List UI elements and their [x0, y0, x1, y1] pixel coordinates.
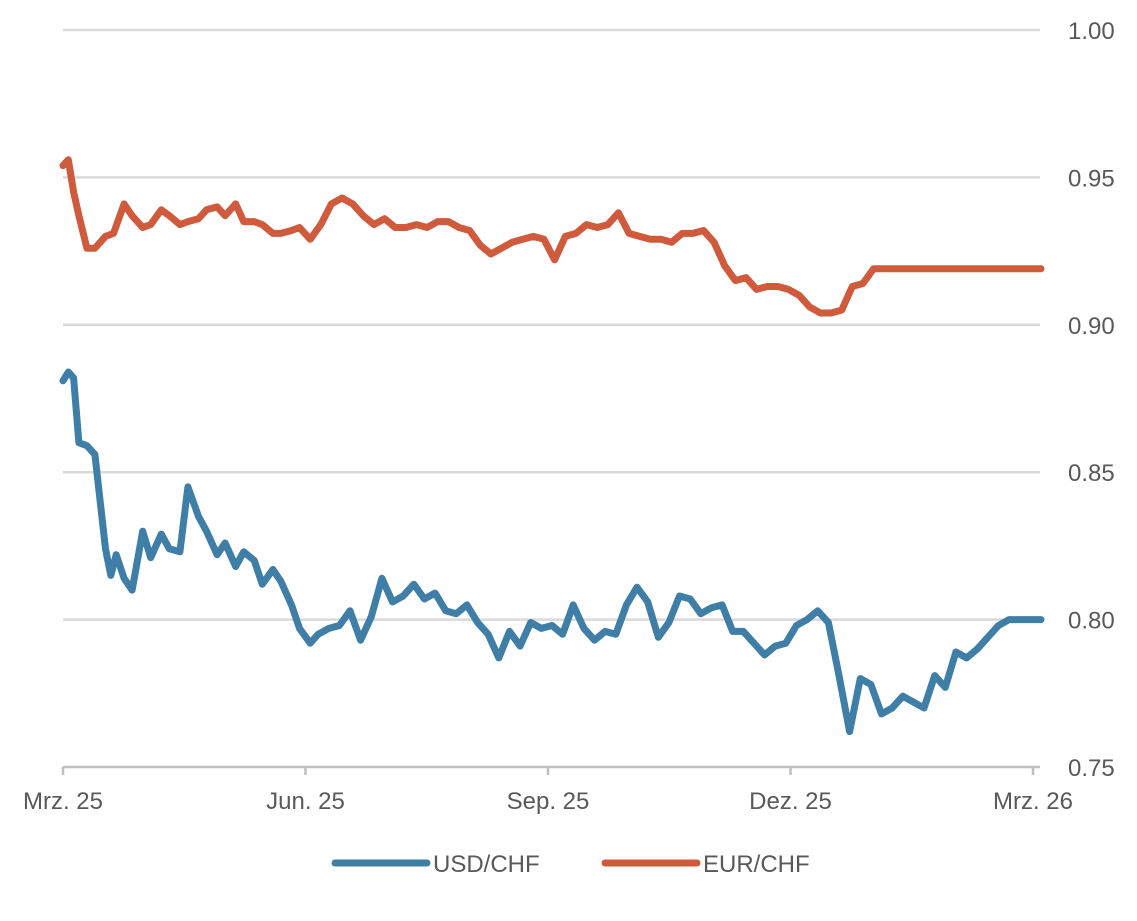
y-tick-label: 0.85: [1068, 460, 1115, 487]
y-tick-label: 0.80: [1068, 608, 1115, 635]
y-tick-label: 0.90: [1068, 313, 1115, 340]
y-tick-label: 0.75: [1068, 755, 1115, 782]
x-tick-label: Dez. 25: [749, 788, 832, 815]
y-tick-label: 0.95: [1068, 165, 1115, 192]
x-tick-label: Sep. 25: [507, 788, 590, 815]
legend-label: EUR/CHF: [703, 851, 810, 878]
series-line-eur-chf: [59, 156, 1045, 317]
y-axis-tick-labels: 0.75 0.80 0.85 0.90 0.95 1.00: [1068, 18, 1115, 782]
x-tick-label: Mrz. 26: [993, 788, 1073, 815]
x-axis-ticks: Mrz. 25 Jun. 25 Sep. 25 Dez. 25 Mrz. 26: [23, 767, 1073, 815]
legend: USD/CHF EUR/CHF: [331, 851, 810, 878]
legend-label: USD/CHF: [433, 851, 540, 878]
series-lines: [59, 156, 1045, 736]
gridlines: [63, 28, 1040, 621]
series-line-usd-chf: [59, 368, 1045, 736]
y-tick-label: 1.00: [1068, 18, 1115, 45]
x-tick-label: Mrz. 25: [23, 788, 103, 815]
x-tick-label: Jun. 25: [266, 788, 345, 815]
